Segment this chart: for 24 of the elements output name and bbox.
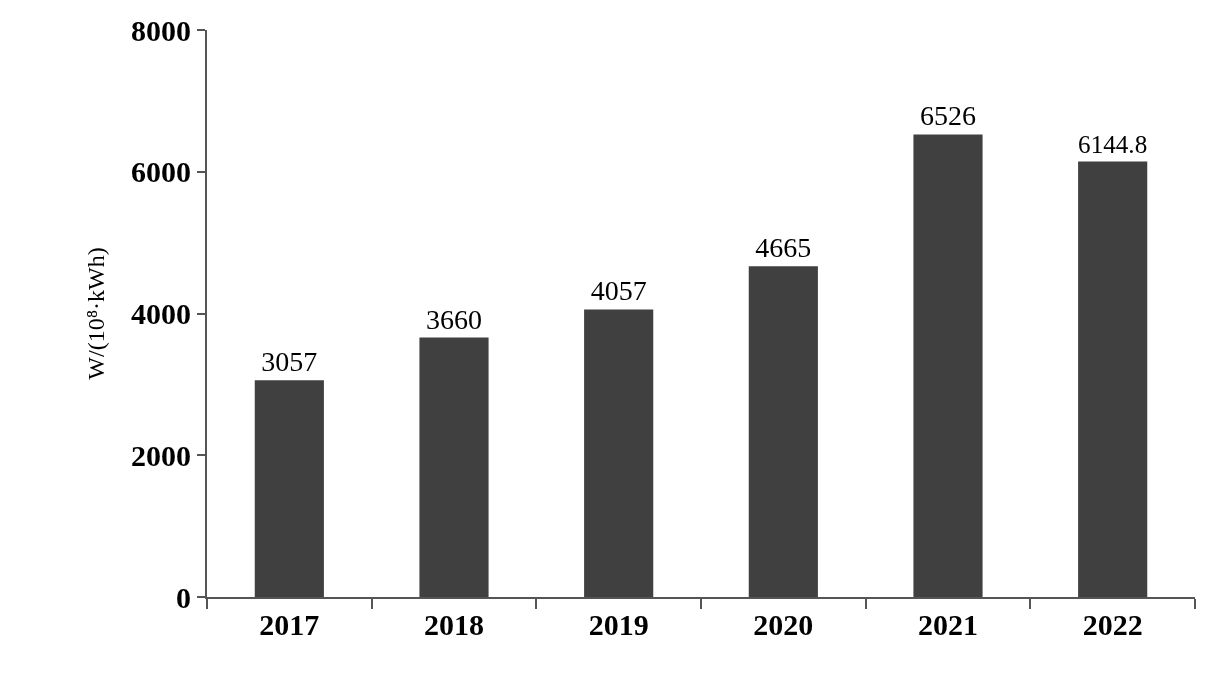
x-tick-label: 2022 xyxy=(1082,608,1143,641)
data-label: 3660 xyxy=(426,303,482,335)
bar xyxy=(254,380,324,597)
bar xyxy=(1078,161,1148,597)
y-axis-title: W/(10⁸·kWh) xyxy=(82,247,109,380)
data-label: 6144.8 xyxy=(1078,131,1148,159)
y-tick-label: 4000 xyxy=(131,297,191,330)
bar xyxy=(748,266,818,597)
bar xyxy=(584,309,654,597)
bar xyxy=(419,337,489,597)
x-tick-label: 2017 xyxy=(259,608,320,641)
y-tick-label: 6000 xyxy=(131,155,191,189)
data-label: 4057 xyxy=(590,275,647,307)
x-tick-label: 2020 xyxy=(753,608,814,641)
y-tick-label: 8000 xyxy=(131,13,191,47)
data-label: 3057 xyxy=(261,346,318,378)
bar xyxy=(913,134,983,597)
data-label: 4665 xyxy=(755,232,812,264)
y-tick-label: 2000 xyxy=(131,438,191,472)
x-tick-label: 2021 xyxy=(918,608,978,641)
data-label: 6526 xyxy=(920,100,976,132)
x-tick-label: 2019 xyxy=(588,608,649,641)
y-tick-label: 0 xyxy=(176,580,191,614)
x-tick-label: 2018 xyxy=(424,608,484,641)
